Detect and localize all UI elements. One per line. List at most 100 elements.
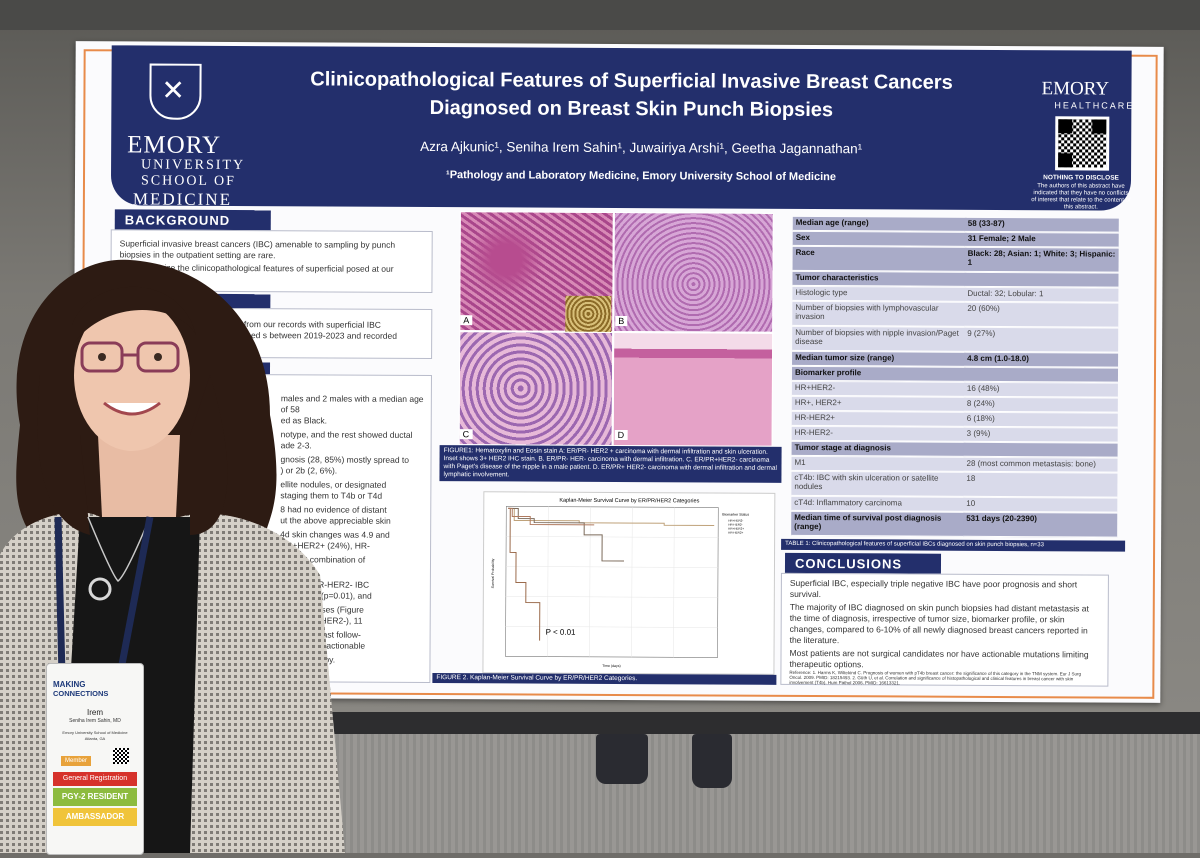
her2-ihc-inset — [565, 295, 612, 332]
histology-panel-b — [613, 211, 774, 333]
badge-event-line2: CONNECTIONS — [53, 689, 109, 698]
panel-label-a: A — [460, 315, 473, 326]
authors: Azra Ajkunic¹, Seniha Irem Sahin¹, Juwai… — [420, 138, 863, 157]
table-row: cT4d: Inflammatory carcinoma 10 — [791, 496, 1118, 513]
km-svg: Kaplan-Meier Survival Curve by ER/PR/HER… — [491, 498, 749, 668]
badge-ribbon-member: Member — [61, 756, 91, 766]
pendant — [88, 577, 112, 601]
research-poster: ✕ EMORY UNIVERSITY SCHOOL OF MEDICINE Cl… — [72, 41, 1164, 703]
table-cell-label: Race — [792, 246, 967, 272]
badge-event-line1: MAKING — [53, 680, 86, 689]
table-cell-value: 4.8 cm (1.0-18.0) — [964, 352, 1119, 368]
table-cell-value: 8 (24%) — [963, 397, 1118, 413]
table-cell-label: Median age (range) — [792, 216, 967, 232]
table-row: HR-HER2- 3 (9%) — [791, 426, 1118, 443]
table-row: Median tumor size (range) 4.8 cm (1.0-18.… — [792, 351, 1119, 368]
table-row: Sex 31 Female; 2 Male — [792, 231, 1119, 248]
panel-label-d: D — [614, 429, 628, 441]
km-title: Kaplan-Meier Survival Curve by ER/PR/HER… — [559, 498, 699, 505]
figure1-caption: FIGURE1: Hematoxylin and Eosin stain A: … — [439, 445, 782, 483]
badge-qr-icon — [113, 748, 129, 764]
table-cell-value: 6 (18%) — [963, 412, 1118, 428]
km-legend-3: HR+HER2+ — [728, 527, 744, 531]
table-cell-value — [964, 272, 1119, 288]
table-cell-label: Biomarker profile — [791, 366, 967, 382]
km-curve-hr-neg-her2-neg — [508, 507, 541, 641]
poster-board-rail — [320, 712, 1200, 734]
table-cell-value: 58 (33-87) — [964, 217, 1119, 233]
km-ylabel: Survival Probability — [491, 558, 495, 588]
table-row: cT4b: IBC with skin ulceration or satell… — [791, 471, 1118, 498]
table-cell-label: M1 — [791, 456, 966, 472]
table-cell-label: Number of biopsies with nipple invasion/… — [792, 326, 967, 352]
lanyard-left — [54, 516, 66, 676]
km-p-value: P < 0.01 — [546, 628, 576, 637]
school-logo-line2: UNIVERSITY — [141, 157, 246, 174]
table-cell-label: Median time of survival post diagnosis (… — [791, 511, 966, 537]
table-cell-label: cT4d: Inflammatory carcinoma — [791, 496, 966, 512]
km-plot-area — [505, 506, 719, 658]
table-row: Number of biopsies with nipple invasion/… — [792, 326, 1119, 353]
references: Reference: 1. Harms K, Wittekind C. Prog… — [789, 669, 1081, 686]
disclosure-text: The authors of this abstract have indica… — [1031, 183, 1131, 211]
table-cell-label: HR+HER2- — [791, 381, 966, 397]
km-legend-4: HR-HER2+ — [728, 531, 743, 535]
km-curve-hr-pos-her2-pos — [508, 507, 625, 562]
top-rail — [0, 0, 1200, 30]
table-row: Biomarker profile — [791, 366, 1119, 383]
km-curve-hr-pos-her2-neg — [508, 507, 715, 527]
emory-shield-logo: ✕ — [149, 63, 202, 120]
table-row: Tumor characteristics — [792, 271, 1119, 288]
table-row: Median time of survival post diagnosis (… — [791, 511, 1118, 538]
km-gridlines — [505, 506, 719, 658]
conclusions-panel: Superficial IBC, especially triple negat… — [780, 572, 1109, 687]
badge-organization: Emory University School of Medicine — [62, 730, 128, 735]
healthcare-logo-line2: HEALTHCARE — [1054, 100, 1135, 111]
badge-ribbon-ambassador: AMBASSADOR — [53, 808, 137, 826]
smile — [103, 401, 161, 416]
badge-ribbon-pgy2: PGY-2 RESIDENT — [53, 788, 137, 806]
conclusion-bullet-3: Most patients are not surgical candidate… — [789, 647, 1089, 670]
histology-panel-d — [612, 331, 774, 447]
poster-title-line1: Clinicopathological Features of Superfic… — [310, 68, 953, 94]
table-cell-label: cT4b: IBC with skin ulceration or satell… — [791, 471, 966, 497]
table-cell-value — [963, 442, 1118, 458]
badge-ribbon-registration: General Registration — [53, 772, 137, 786]
table-row: HR+HER2- 16 (48%) — [791, 381, 1118, 398]
table-row: HR-HER2+ 6 (18%) — [791, 411, 1118, 428]
necklace — [87, 516, 151, 582]
poster-header: ✕ EMORY UNIVERSITY SCHOOL OF MEDICINE Cl… — [110, 45, 1135, 211]
panel-label-b: B — [615, 315, 628, 327]
table-cell-value: Black: 28; Asian: 1; White: 3; Hispanic:… — [964, 247, 1119, 273]
badge-full-name: Seniha Irem Sahin, MD — [69, 718, 121, 724]
km-curve-hr-neg-her2-pos — [508, 507, 595, 526]
table-cell-value: 18 — [963, 472, 1118, 498]
school-logo-line1: EMORY — [127, 131, 222, 159]
face — [74, 299, 190, 451]
passerby-legs — [596, 734, 736, 794]
clinicopathological-table: Median age (range) 58 (33-87) Sex 31 Female… — [791, 216, 1119, 545]
km-legend-title: Biomarker Status — [722, 513, 749, 517]
qr-code-icon — [1055, 116, 1110, 171]
table-row: Histologic type Ductal: 32; Lobular: 1 — [792, 286, 1119, 303]
table-cell-label: Median tumor size (range) — [792, 351, 967, 367]
table-row: Median age (range) 58 (33-87) — [792, 216, 1119, 233]
table-cell-value: 16 (48%) — [963, 382, 1118, 398]
km-legend: Biomarker Status HR+HER2- HR-HER2- HR+HE… — [722, 513, 749, 535]
neck — [98, 435, 180, 517]
table-cell-label: Tumor stage at diagnosis — [791, 441, 966, 457]
school-logo-line4: MEDICINE — [132, 189, 233, 209]
table-cell-value: 531 days (20-2390) — [963, 512, 1118, 538]
glasses-left-lens — [80, 341, 124, 373]
table-cell-value: 10 — [963, 497, 1118, 513]
table-cell-label: Tumor characteristics — [792, 271, 967, 287]
table-cell-label: Sex — [792, 231, 967, 247]
table-cell-value: 28 (most common metastasis: bone) — [963, 457, 1118, 473]
table-cell-value: 9 (27%) — [964, 327, 1119, 353]
glasses-right-lens — [136, 341, 180, 373]
km-legend-2: HR-HER2- — [728, 523, 742, 527]
table-cell-value: 31 Female; 2 Male — [964, 232, 1119, 248]
poster-title-line2: Diagnosed on Breast Skin Punch Biopsies — [429, 97, 834, 122]
conclusion-bullet-2: The majority of IBC diagnosed on skin pu… — [789, 601, 1089, 646]
crossed-torches-icon: ✕ — [161, 74, 186, 106]
